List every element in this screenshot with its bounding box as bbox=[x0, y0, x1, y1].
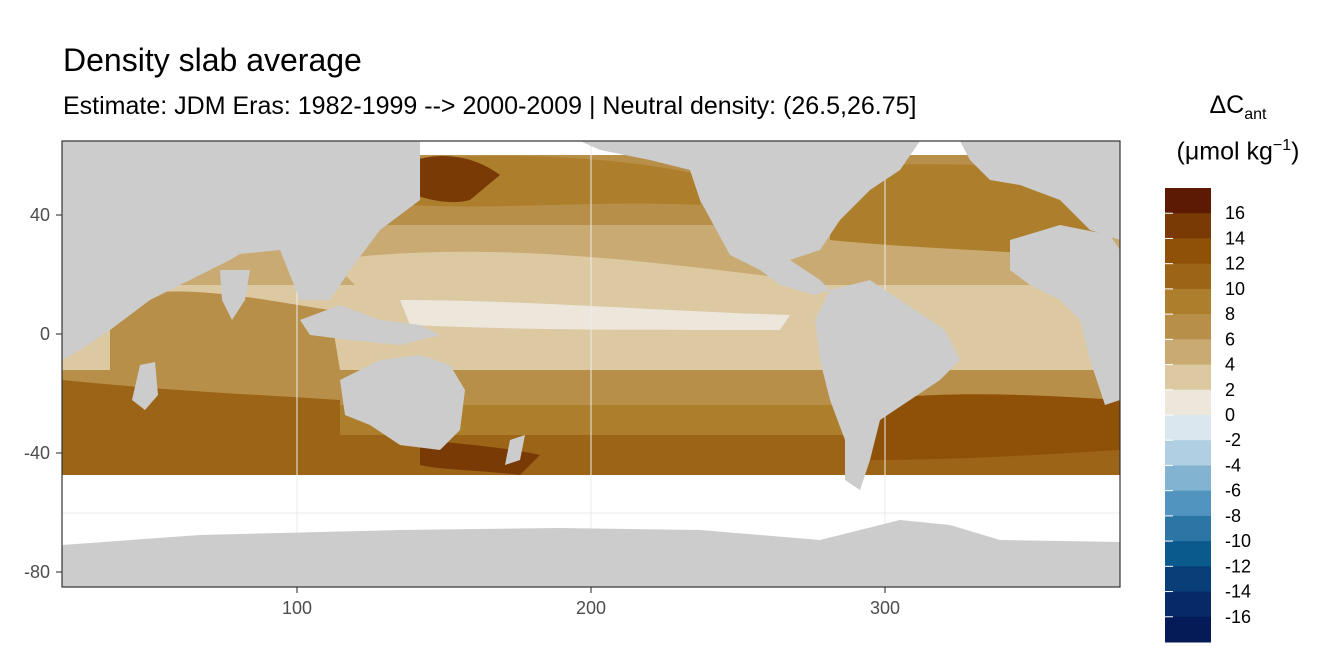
kuroshio-dark bbox=[415, 155, 500, 203]
legend-bin bbox=[1165, 238, 1211, 265]
legend-label: -4 bbox=[1225, 455, 1241, 475]
legend-title-symbol: ΔCant bbox=[1209, 91, 1267, 123]
legend-label: 4 bbox=[1225, 355, 1235, 375]
land-india bbox=[220, 270, 250, 320]
legend-bin bbox=[1165, 515, 1211, 542]
land-indonesia bbox=[300, 305, 440, 345]
land-australia bbox=[340, 355, 465, 450]
y-tick-label: 0 bbox=[40, 324, 50, 344]
legend-label: -8 bbox=[1225, 506, 1241, 526]
legend-bin bbox=[1165, 541, 1211, 567]
legend-label: 6 bbox=[1225, 329, 1235, 349]
legend-colorbar bbox=[1165, 188, 1211, 643]
chart-subtitle: Estimate: JDM Eras: 1982-1999 --> 2000-2… bbox=[63, 92, 917, 120]
land-new-zealand bbox=[505, 435, 525, 465]
legend-bin bbox=[1165, 288, 1211, 315]
legend-bin bbox=[1165, 465, 1211, 492]
land-madagascar bbox=[132, 362, 158, 410]
y-axis: 40 0 -40 -80 bbox=[24, 205, 62, 582]
x-tick-label: 200 bbox=[576, 598, 606, 618]
legend-bin bbox=[1165, 213, 1211, 239]
legend-label: 0 bbox=[1225, 405, 1235, 425]
land-asia bbox=[230, 141, 420, 300]
legend-labels: 16 14 12 10 8 6 4 2 0 -2 -4 -6 -8 -10 -12 -14 -16 bbox=[1225, 203, 1251, 627]
x-tick-label: 300 bbox=[870, 598, 900, 618]
legend-label: 16 bbox=[1225, 203, 1245, 223]
land-central-america bbox=[760, 260, 830, 295]
legend-bin bbox=[1165, 314, 1211, 340]
legend-bin bbox=[1165, 389, 1211, 416]
land-antarctica bbox=[62, 520, 1120, 587]
legend-bin bbox=[1165, 490, 1211, 517]
legend-label: -14 bbox=[1225, 582, 1251, 602]
legend-bin bbox=[1165, 591, 1211, 618]
legend-label: -12 bbox=[1225, 556, 1251, 576]
legend-label: 12 bbox=[1225, 254, 1245, 274]
chart-title: Density slab average bbox=[63, 42, 362, 78]
legend-label: 10 bbox=[1225, 279, 1245, 299]
south-atlantic-dark bbox=[870, 394, 1120, 460]
legend-bin bbox=[1165, 440, 1211, 466]
legend-bin bbox=[1165, 263, 1211, 290]
land-africa bbox=[1010, 225, 1120, 405]
legend-label: 14 bbox=[1225, 228, 1245, 248]
land bbox=[62, 141, 1120, 587]
legend-label: -2 bbox=[1225, 430, 1241, 450]
legend-bin bbox=[1165, 616, 1211, 643]
indian-ocean-south bbox=[62, 380, 340, 445]
legend-label: -6 bbox=[1225, 481, 1241, 501]
land-africa-west bbox=[62, 141, 300, 360]
legend-title: ΔCant (μmol kg−1) bbox=[1158, 84, 1318, 166]
x-tick-label: 100 bbox=[282, 598, 312, 618]
y-tick-label: -40 bbox=[24, 443, 50, 463]
legend-title-unit: (μmol kg−1) bbox=[1176, 137, 1300, 166]
y-tick-label: -80 bbox=[24, 562, 50, 582]
legend-label: -16 bbox=[1225, 607, 1251, 627]
legend-bin bbox=[1165, 364, 1211, 391]
land-greenland-europe bbox=[960, 141, 1120, 240]
legend-label: -10 bbox=[1225, 531, 1251, 551]
south-pacific-dark bbox=[420, 440, 540, 475]
legend-bin bbox=[1165, 415, 1211, 441]
legend-bin bbox=[1165, 566, 1211, 593]
land-south-america bbox=[815, 280, 960, 490]
legend-label: 8 bbox=[1225, 304, 1235, 324]
land-north-america bbox=[580, 141, 920, 270]
y-tick-label: 40 bbox=[30, 205, 50, 225]
legend-label: 2 bbox=[1225, 380, 1235, 400]
pacific-equatorial-light bbox=[400, 300, 790, 330]
legend-bin bbox=[1165, 188, 1211, 214]
legend-bin bbox=[1165, 339, 1211, 366]
x-axis: 100 200 300 bbox=[282, 587, 900, 618]
indian-ocean-patch bbox=[110, 291, 340, 380]
